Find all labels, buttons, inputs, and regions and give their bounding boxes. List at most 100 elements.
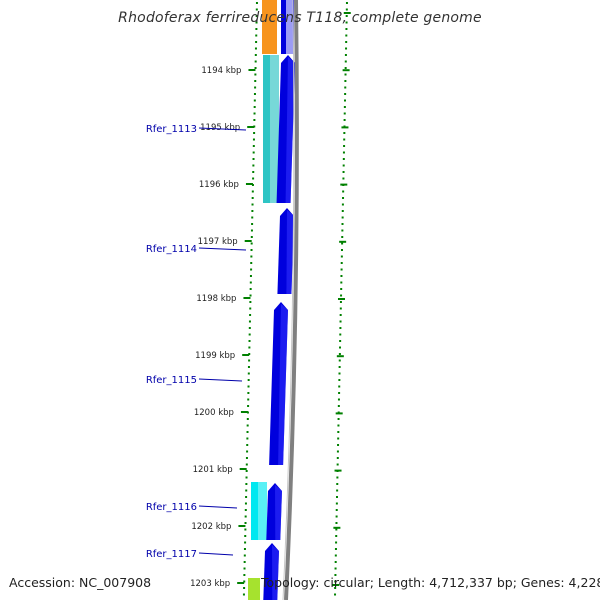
inner-tick-dot (249, 281, 252, 284)
kbp-tick-mark (247, 126, 255, 128)
inner-tick-dot (246, 444, 249, 446)
outer-tick-dot (338, 379, 341, 381)
inner-tick-dot (247, 392, 250, 394)
inner-tick-dot (250, 229, 253, 232)
inner-tick-dot (249, 307, 252, 310)
outer-tick-dot (335, 496, 338, 498)
outer-tick-dot (334, 561, 337, 563)
outer-tick-dot (334, 580, 337, 583)
kbp-tick-mark (248, 69, 256, 71)
cds-arrow-highlight (278, 304, 288, 465)
inner-tick-dot (254, 67, 257, 69)
outer-tick-dot (341, 223, 344, 225)
inner-tick-dot (245, 463, 248, 466)
outer-tick-dash (336, 355, 344, 358)
outer-tick-dot (341, 216, 344, 219)
kbp-tick-label: 1200 kbp (194, 408, 234, 418)
outer-tick-dot (336, 463, 339, 466)
inner-tick-dot (249, 294, 252, 297)
gene-leader-line (198, 247, 247, 251)
cds-previous-highlight (286, 0, 293, 54)
outer-tick-dot (342, 190, 345, 193)
outer-tick-dot (336, 450, 339, 453)
kbp-tick-mark (243, 297, 251, 299)
kbp-tick-label: 1194 kbp (201, 66, 241, 76)
gene-leader-line (198, 127, 247, 131)
kbp-tick-label: 1201 kbp (193, 465, 233, 475)
inner-tick-dot (254, 60, 257, 63)
inner-tick-dot (244, 522, 247, 524)
outer-tick-dot (340, 288, 343, 290)
inner-tick-dot (245, 476, 248, 479)
outer-tick-dot (343, 99, 346, 102)
outer-tick-dot (339, 301, 342, 303)
outer-tick-dot (338, 385, 341, 388)
outer-tick-dot (341, 242, 344, 245)
outer-tick-dot (340, 275, 343, 277)
inner-tick-dot (243, 580, 246, 583)
inner-tick-dot (254, 80, 257, 82)
outer-tick-dot (345, 28, 348, 30)
outer-tick-dot (345, 34, 348, 37)
inner-tick-dot (244, 502, 247, 505)
inner-tick-dot (255, 41, 258, 43)
outer-tick-dot (340, 294, 343, 297)
outer-tick-dot (343, 145, 346, 147)
outer-tick-dot (343, 119, 346, 121)
outer-tick-dash (337, 298, 345, 300)
inner-tick-dot (247, 366, 250, 368)
inner-tick-dot (248, 353, 251, 355)
kbp-tick-label: 1196 kbp (199, 180, 239, 190)
topology-text: Topology: circular; Length: 4,712,337 bp… (261, 575, 600, 590)
inner-tick-dot (245, 483, 248, 485)
outer-tick-dot (336, 457, 339, 459)
kbp-tick-label: 1199 kbp (195, 351, 235, 361)
outer-tick-dot (338, 366, 341, 368)
outer-tick-dot (342, 197, 345, 199)
inner-tick-dot (246, 431, 249, 433)
inner-tick-dot (245, 496, 248, 498)
inner-tick-dot (253, 99, 256, 102)
inner-tick-dot (253, 132, 256, 134)
outer-tick-dot (339, 346, 342, 349)
outer-tick-dot (340, 268, 343, 271)
inner-tick-dot (248, 320, 251, 323)
outer-tick-dot (341, 203, 344, 206)
kbp-tick-mark (245, 183, 253, 185)
kbp-tick-label: 1202 kbp (191, 522, 231, 532)
outer-tick-dot (343, 138, 346, 141)
inner-tick-dot (249, 314, 252, 316)
inner-tick-dot (255, 21, 258, 24)
cds-arrow-highlight (286, 210, 294, 294)
outer-tick-dot (335, 541, 338, 544)
inner-tick-dot (247, 379, 250, 381)
outer-tick-dot (339, 307, 342, 310)
outer-tick-dot (335, 515, 338, 518)
inner-tick-dot (248, 340, 251, 342)
outer-tick-dot (338, 372, 341, 375)
inner-tick-dot (248, 333, 251, 336)
map-title: Rhodoferax ferrireducens T118, complete … (118, 10, 482, 26)
outer-tick-dot (337, 398, 340, 401)
outer-tick-dash (334, 469, 342, 472)
accession-text: Accession: NC_007908 (9, 575, 152, 590)
outer-tick-dot (334, 554, 337, 557)
outer-tick-dot (334, 593, 337, 596)
inner-tick-dot (251, 203, 254, 206)
outer-tick-dot (337, 405, 340, 407)
outer-tick-dot (345, 41, 348, 43)
outer-tick-dot (344, 60, 347, 63)
inner-tick-dot (250, 242, 253, 245)
outer-tick-dot (334, 587, 337, 589)
gene-label: Rfer_1113 (146, 124, 197, 135)
outer-tick-dot (337, 424, 340, 427)
inner-tick-dot (243, 567, 246, 570)
kbp-tick-mark (242, 354, 250, 356)
inner-tick-dot (244, 528, 247, 531)
outer-tick-dot (344, 86, 347, 89)
inner-tick-dot (250, 236, 253, 238)
outer-tick-dot (344, 54, 347, 56)
inner-tick-dot (251, 216, 254, 219)
gene-label: Rfer_1115 (146, 375, 197, 386)
